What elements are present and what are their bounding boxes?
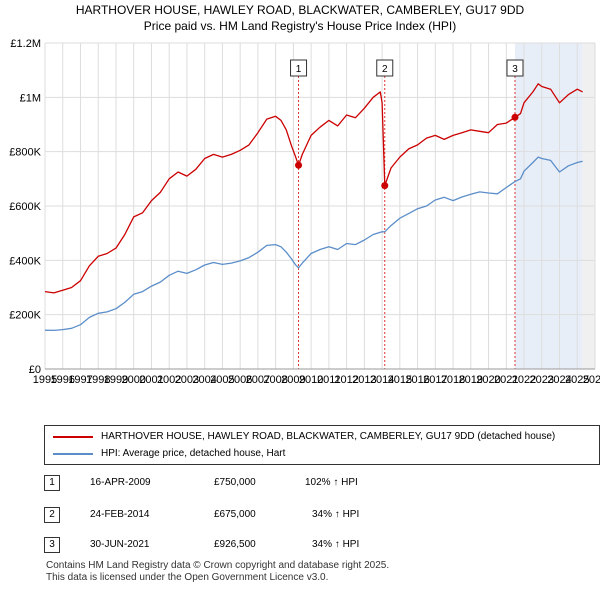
sale-label-text: 1 [296,64,302,75]
sale-point-2 [381,182,389,190]
x-tick-label: 2010 [299,374,323,386]
legend-swatch-property [53,436,93,438]
sale-label-2: 2 [376,59,394,77]
x-tick-label: 2000 [121,374,145,386]
sale-hpi-change: 102% ↑ HPI [305,477,358,488]
y-tick-label: £600K [9,201,41,213]
sale-price: £675,000 [214,509,256,520]
x-tick-label: 2012 [334,374,358,386]
sale-label-3: 3 [506,59,524,77]
y-tick-label: £800K [9,147,41,159]
price-chart: £0£200K£400K£600K£800K£1M£1.2M1995199619… [9,38,600,386]
x-tick-label: 2017 [423,374,447,386]
footer: Contains HM Land Registry data © Crown c… [46,560,389,584]
x-tick-label: 2014 [370,374,394,386]
sale-label-box [376,59,394,77]
sale-date: 30-JUN-2021 [90,539,150,550]
sale-marker-1: 1 [44,475,60,491]
x-tick-label: 2023 [530,374,554,386]
y-tick-label: £200K [9,310,41,322]
sale-marker-3: 3 [44,537,60,553]
x-tick-label: 2025 [565,374,589,386]
x-tick-label: 2009 [281,374,305,386]
sale-price: £926,500 [214,539,256,550]
chart-title-line1: HARTHOVER HOUSE, HAWLEY ROAD, BLACKWATER… [75,3,525,17]
sale-hpi-change: 34% ↑ HPI [312,539,360,550]
sale-date: 24-FEB-2014 [90,509,150,520]
x-tick-label: 2021 [494,374,518,386]
x-tick-label: 2005 [210,374,234,386]
sale-point-3 [511,113,519,121]
x-tick-label: 1997 [68,374,92,386]
x-tick-label: 2007 [246,374,270,386]
footer-copyright: Contains HM Land Registry data © Crown c… [46,560,390,571]
sale-label-box [290,59,308,77]
y-tick-label: £1M [20,92,41,104]
x-tick-label: 2026 [583,374,600,386]
y-tick-label: £400K [9,255,41,267]
sale-label-1: 1 [290,59,308,77]
x-tick-label: 2013 [352,374,376,386]
x-tick-label: 2024 [547,374,571,386]
x-tick-label: 2015 [388,374,412,386]
x-tick-label: 2003 [175,374,199,386]
x-tick-label: 2019 [459,374,483,386]
legend-swatch-hpi [53,453,93,455]
sale-label-text: 3 [512,64,518,75]
sale-marker-2: 2 [44,507,60,523]
legend-label-property: HARTHOVER HOUSE, HAWLEY ROAD, BLACKWATER… [101,431,556,442]
legend: HARTHOVER HOUSE, HAWLEY ROAD, BLACKWATER… [44,425,600,465]
x-tick-label: 1999 [104,374,128,386]
x-tick-label: 2001 [139,374,163,386]
chart-title-line2: Price paid vs. HM Land Registry's House … [143,19,457,33]
x-tick-label: 2006 [228,374,252,386]
x-tick-label: 2002 [157,374,181,386]
sale-price: £750,000 [214,477,256,488]
footer-license: This data is licensed under the Open Gov… [46,572,329,583]
sale-date: 16-APR-2009 [90,477,151,488]
x-tick-label: 2016 [405,374,429,386]
sale-hpi-change: 34% ↑ HPI [312,509,360,520]
x-tick-label: 2018 [441,374,465,386]
x-tick-label: 2020 [476,374,500,386]
x-tick-label: 2008 [263,374,287,386]
hpi-line [44,156,583,332]
y-tick-label: £1.2M [10,38,41,50]
x-tick-label: 1995 [33,374,57,386]
x-tick-label: 1996 [50,374,74,386]
x-tick-label: 2011 [317,374,341,386]
sale-label-text: 2 [382,64,388,75]
sale-label-box [506,59,524,77]
sale-point-1 [295,161,303,169]
property-price-line [44,83,583,294]
x-tick-label: 2004 [192,374,216,386]
x-tick-label: 2022 [512,374,536,386]
x-tick-label: 1998 [86,374,110,386]
legend-label-hpi: HPI: Average price, detached house, Hart [101,448,286,459]
y-tick-label: £0 [29,364,41,376]
